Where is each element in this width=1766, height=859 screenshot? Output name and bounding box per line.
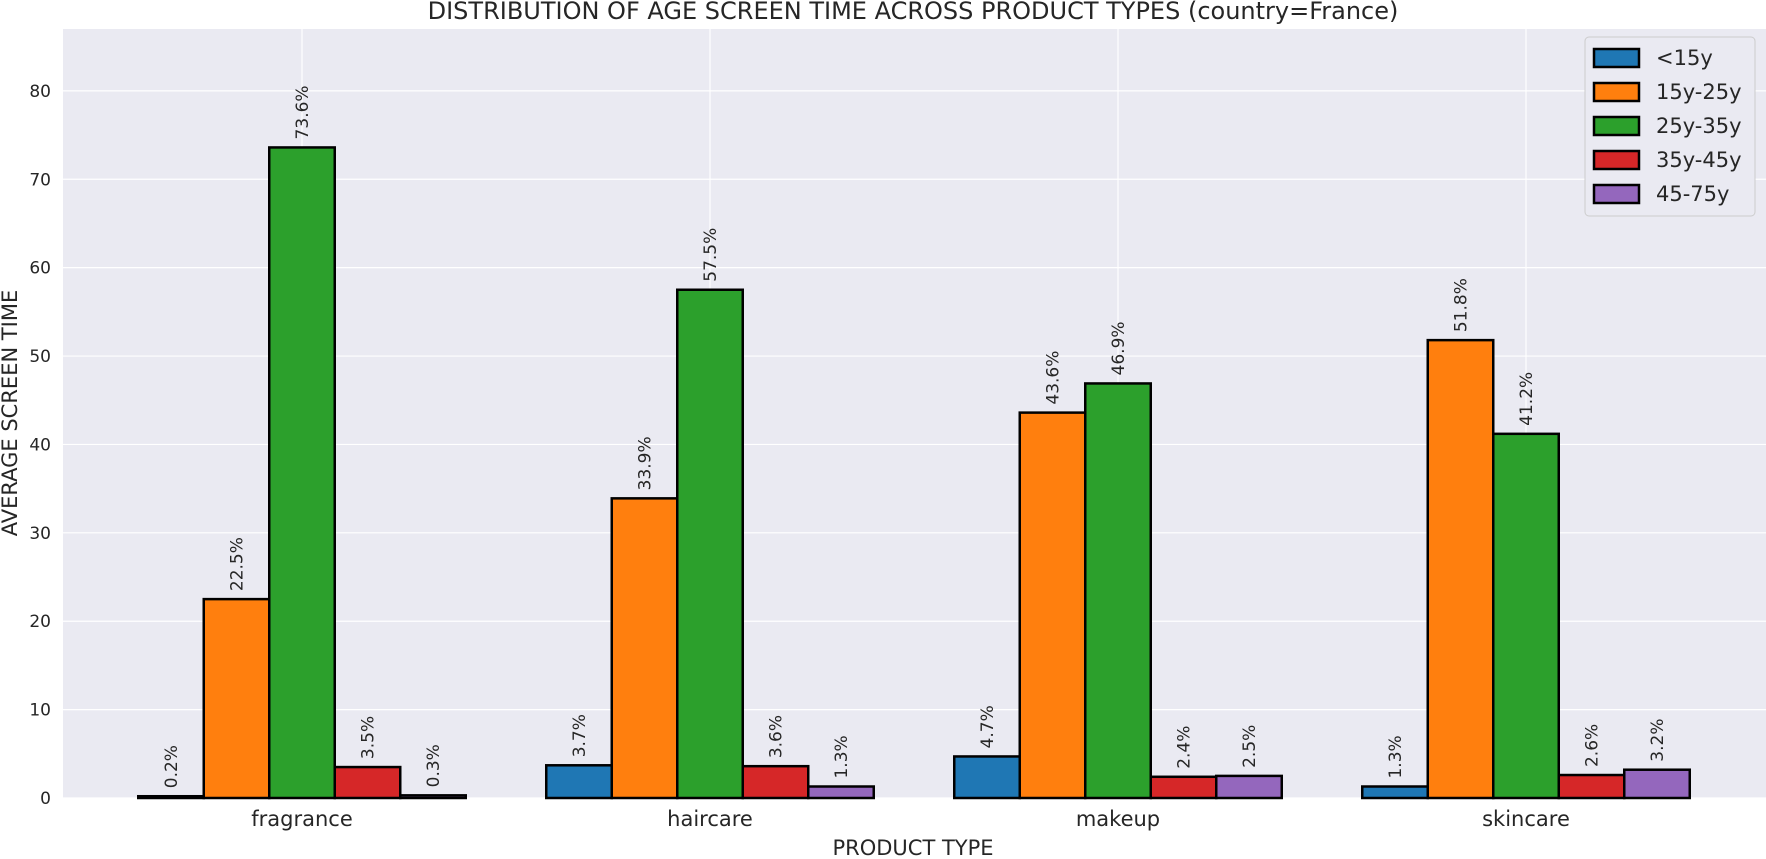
bar-value-label: 73.6% bbox=[293, 85, 313, 139]
y-tick-label: 10 bbox=[29, 701, 51, 721]
bar-35y-45y-skincare bbox=[1557, 773, 1626, 800]
bar-25y-35y-makeup bbox=[1084, 382, 1152, 800]
bar-35y-45y-makeup bbox=[1149, 775, 1218, 800]
bar-value-label: 2.6% bbox=[1583, 724, 1603, 767]
x-axis-title: PRODUCT TYPE bbox=[832, 836, 993, 859]
legend-swatch bbox=[1592, 47, 1641, 69]
chart-title: DISTRIBUTION OF AGE SCREEN TIME ACROSS P… bbox=[428, 0, 1399, 25]
legend-label: 35y-45y bbox=[1656, 148, 1742, 172]
bar-<15y-makeup bbox=[953, 755, 1021, 800]
bar-value-label: 3.7% bbox=[570, 714, 590, 757]
bar-15y-25y-skincare bbox=[1426, 338, 1495, 800]
bar-25y-35y-haircare bbox=[676, 288, 744, 800]
bar-value-label: 2.5% bbox=[1240, 725, 1260, 768]
y-tick-label: 20 bbox=[29, 612, 51, 632]
bar-value-label: 41.2% bbox=[1517, 372, 1537, 426]
bar-value-label: 1.3% bbox=[1386, 735, 1406, 778]
bar-35y-45y-fragrance bbox=[333, 765, 402, 800]
legend-swatch bbox=[1592, 149, 1641, 171]
x-tick-label: fragrance bbox=[251, 807, 353, 831]
y-axis-title: AVERAGE SCREEN TIME bbox=[0, 290, 22, 537]
y-tick-label: 60 bbox=[29, 259, 51, 279]
bar-15y-25y-makeup bbox=[1018, 411, 1087, 800]
bar-value-label: 33.9% bbox=[636, 436, 656, 490]
legend-swatch bbox=[1592, 81, 1641, 103]
bar-value-label: 4.7% bbox=[978, 705, 998, 748]
bar-25y-35y-fragrance bbox=[268, 146, 336, 800]
bar-value-label: 3.2% bbox=[1648, 719, 1668, 762]
legend-label: 25y-35y bbox=[1656, 114, 1742, 138]
y-tick-label: 0 bbox=[40, 789, 51, 809]
bar-value-label: 2.4% bbox=[1175, 726, 1195, 769]
bar-<15y-fragrance bbox=[137, 794, 205, 800]
x-tick-label: skincare bbox=[1482, 807, 1570, 831]
legend-swatch bbox=[1592, 115, 1641, 137]
bar-15y-25y-haircare bbox=[610, 497, 679, 800]
bar-value-label: 1.3% bbox=[832, 735, 852, 778]
bar-value-label: 0.3% bbox=[424, 744, 444, 787]
y-tick-label: 30 bbox=[29, 524, 51, 544]
bars bbox=[137, 146, 1691, 800]
bar-value-label: 3.6% bbox=[767, 715, 787, 758]
bar-35y-45y-haircare bbox=[741, 764, 810, 800]
bar-45-75y-fragrance bbox=[399, 794, 467, 800]
legend: <15y 15y-25y 25y-35y 35y-45y 45-75y bbox=[1584, 36, 1756, 217]
legend-swatch bbox=[1592, 183, 1641, 205]
x-axis-ticks: fragrance haircare makeup skincare bbox=[251, 807, 1570, 831]
bar-45-75y-makeup bbox=[1215, 774, 1283, 800]
bar-45-75y-skincare bbox=[1623, 768, 1691, 800]
y-tick-label: 50 bbox=[29, 347, 51, 367]
legend-label: 15y-25y bbox=[1656, 80, 1742, 104]
y-tick-label: 80 bbox=[29, 82, 51, 102]
bar-15y-25y-fragrance bbox=[202, 597, 271, 800]
bar-value-label: 43.6% bbox=[1044, 351, 1064, 405]
x-tick-label: makeup bbox=[1076, 807, 1160, 831]
legend-label: <15y bbox=[1656, 46, 1713, 70]
legend-label: 45-75y bbox=[1656, 182, 1729, 206]
bar-value-label: 46.9% bbox=[1109, 321, 1129, 375]
x-tick-label: haircare bbox=[667, 807, 753, 831]
bar-<15y-haircare bbox=[545, 764, 613, 800]
y-axis-ticks: 0 10 20 30 40 50 60 70 80 bbox=[29, 82, 51, 809]
y-tick-label: 70 bbox=[29, 170, 51, 190]
bar-value-label: 57.5% bbox=[701, 228, 721, 282]
bar-value-label: 0.2% bbox=[162, 745, 182, 788]
bar-value-label: 51.8% bbox=[1452, 278, 1472, 332]
bar-value-label: 22.5% bbox=[228, 537, 248, 591]
bar-<15y-skincare bbox=[1361, 785, 1429, 800]
bar-25y-35y-skincare bbox=[1492, 432, 1560, 800]
y-tick-label: 40 bbox=[29, 435, 51, 455]
bar-value-label: 3.5% bbox=[359, 716, 379, 759]
value-labels: 0.2% 3.7% 4.7% 1.3% 22.5% 33.9% 43.6% 51.8% 73.6… bbox=[162, 85, 1668, 788]
bar-45-75y-haircare bbox=[807, 785, 875, 800]
